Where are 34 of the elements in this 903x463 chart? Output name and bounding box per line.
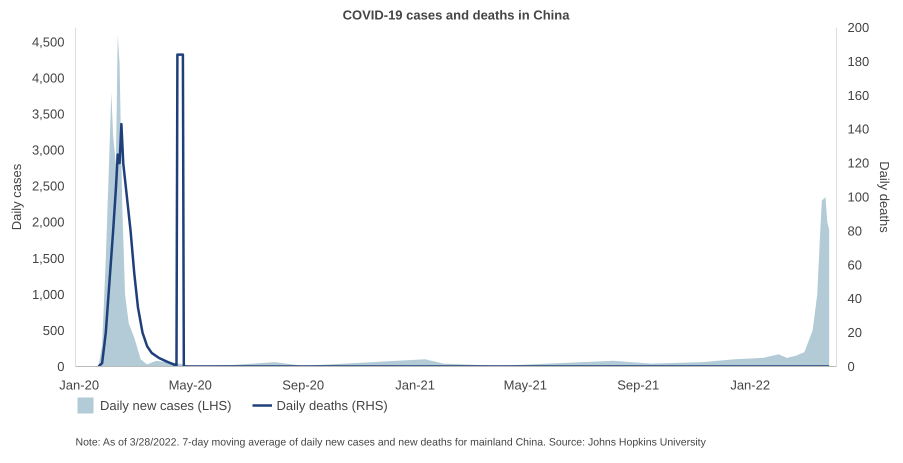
y2-tick-label: 20	[848, 325, 862, 340]
y-tick-label: 3,000	[32, 142, 65, 158]
y-tick-label: 1,000	[32, 286, 65, 302]
x-tick-label: May-20	[168, 378, 212, 392]
y-tick-label: 500	[42, 322, 65, 338]
x-tick-label: Jan-20	[59, 378, 100, 392]
y2-tick-label: 180	[848, 54, 870, 69]
legend-label: Daily deaths (RHS)	[276, 398, 388, 412]
y2-tick-label: 100	[848, 190, 870, 204]
x-tick-label: Sep-20	[282, 378, 324, 392]
chart-title: COVID-19 cases and deaths in China	[342, 8, 570, 22]
y2-tick-label: 200	[848, 20, 870, 35]
x-tick-label: Jan-22	[730, 378, 770, 392]
y-tick-label: 0	[57, 359, 65, 374]
text: Note: As of 3/28/2022. 7-day moving average of daily new cases and new deaths for mainland China. Source: Johns Hopkins University	[76, 436, 707, 448]
x-tick-label: Sep-21	[617, 378, 660, 392]
y2-tick-label: 40	[848, 291, 862, 306]
y2-axis-title: Daily deaths	[877, 161, 892, 234]
y-axis-title: Daily cases	[8, 163, 24, 230]
y2-tick-label: 0	[848, 359, 855, 374]
y-tick-label: 3,500	[32, 106, 65, 122]
y-tick-label: 4,500	[32, 34, 65, 50]
y2-tick-label: 160	[848, 88, 870, 103]
y-tick-label: 4,000	[32, 70, 65, 86]
y-tick-label: 2,000	[32, 214, 65, 230]
y2-tick-label: 140	[848, 122, 870, 137]
y-tick-label: 2,500	[32, 178, 65, 194]
y2-tick-label: 80	[848, 223, 862, 238]
y2-tick-label: 120	[848, 156, 870, 171]
legend-label: Daily new cases (LHS)	[100, 398, 232, 412]
x-tick-label: May-21	[504, 378, 547, 392]
y2-tick-label: 60	[848, 257, 862, 272]
x-tick-label: Jan-21	[395, 378, 436, 392]
y-tick-label: 1,500	[32, 250, 65, 266]
